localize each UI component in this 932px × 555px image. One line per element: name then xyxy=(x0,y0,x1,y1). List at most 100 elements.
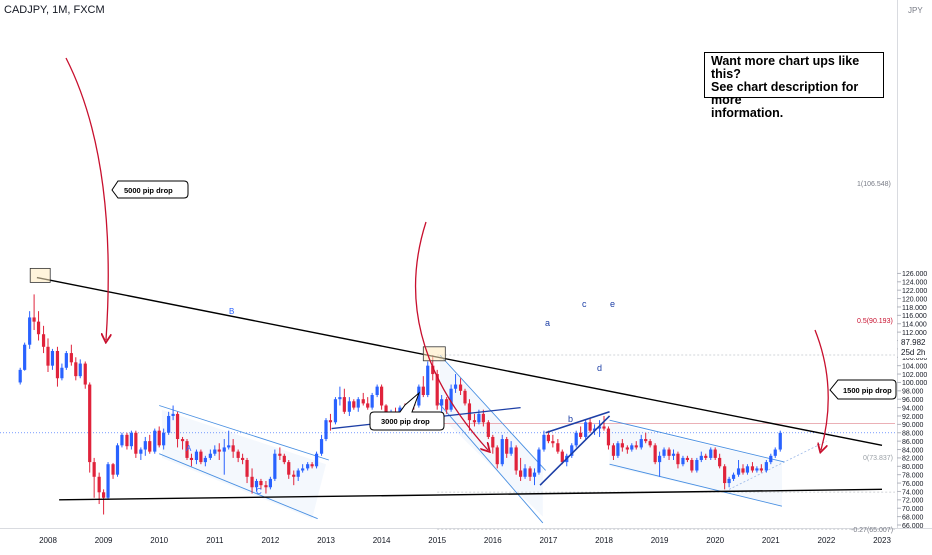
candle-body xyxy=(537,449,541,473)
arrow-3000-pip-drop[interactable] xyxy=(414,221,488,450)
arrow-5000-pip-drop[interactable] xyxy=(65,57,108,340)
support-trendline[interactable] xyxy=(59,488,883,501)
candle-body xyxy=(338,397,342,400)
candle-body xyxy=(69,353,73,363)
candle-body xyxy=(713,449,717,458)
y-tick-label: 122.000 xyxy=(902,288,927,295)
candle xyxy=(653,443,657,465)
candle xyxy=(449,384,453,412)
wave-label-b: b xyxy=(568,414,573,424)
candle-body xyxy=(250,476,254,488)
candle xyxy=(333,397,338,425)
channel-abc-lower[interactable] xyxy=(159,453,318,520)
candle-body xyxy=(514,447,518,471)
candle-body xyxy=(718,457,722,467)
fib-levels-layer xyxy=(0,354,897,530)
callout-5000-text: 5000 pip drop xyxy=(124,186,173,195)
candle xyxy=(319,434,324,456)
wedge-line-ace[interactable] xyxy=(545,411,610,434)
channel-2018-lower[interactable] xyxy=(609,463,783,507)
channel-descent-lower[interactable] xyxy=(436,401,544,524)
candle xyxy=(120,432,124,448)
candle xyxy=(759,464,763,473)
candle-body xyxy=(236,451,240,458)
y-tick-label: 124.000 xyxy=(902,280,927,287)
candle-body xyxy=(699,455,703,461)
x-tick-label: 2008 xyxy=(39,536,57,545)
candle-body xyxy=(542,434,546,450)
y-tick-label: 82.000 xyxy=(902,456,924,463)
peak-box-2014[interactable] xyxy=(422,346,446,362)
candle xyxy=(445,397,449,414)
y-tick-label: 104.000 xyxy=(902,363,927,370)
candle xyxy=(440,395,444,412)
candle xyxy=(115,443,120,477)
channel-abc-upper[interactable] xyxy=(159,405,329,461)
candle-body xyxy=(667,449,671,456)
candle xyxy=(560,449,564,465)
candle xyxy=(306,462,310,471)
candle-body xyxy=(366,403,370,408)
candle xyxy=(64,350,68,370)
candle xyxy=(421,376,425,398)
y-tick-label: 96.000 xyxy=(902,397,924,404)
candle-body xyxy=(574,432,578,446)
wave-label-B: B xyxy=(229,307,234,316)
candle-body xyxy=(227,445,231,448)
candle xyxy=(213,445,217,456)
candle-body xyxy=(167,415,171,433)
candle-body xyxy=(78,363,82,377)
candle-body xyxy=(431,365,435,375)
candle xyxy=(301,464,305,473)
channel-descent-upper[interactable] xyxy=(439,354,546,471)
candle-body xyxy=(648,441,652,446)
candle-body xyxy=(241,457,245,461)
candle-body xyxy=(639,439,643,448)
candle xyxy=(704,453,708,461)
candle xyxy=(208,449,212,461)
channel-2018-upper[interactable] xyxy=(609,419,785,463)
arrow-1500-pip-drop[interactable] xyxy=(814,329,829,450)
y-tick-label: 76.000 xyxy=(902,481,924,488)
x-tick-label: 2010 xyxy=(150,536,168,545)
descending-trendline[interactable] xyxy=(36,276,883,447)
candle-body xyxy=(750,466,755,471)
candle xyxy=(713,447,717,461)
fib-label-1: 1(106.548) xyxy=(857,181,891,188)
y-tick-label: 80.000 xyxy=(902,464,924,471)
candle xyxy=(426,361,430,398)
y-tick-label: 98.000 xyxy=(902,389,924,396)
peak-box-2007[interactable] xyxy=(29,267,51,283)
candle-body xyxy=(88,384,92,463)
candle-body xyxy=(519,470,523,477)
candle xyxy=(361,392,365,406)
candle-body xyxy=(579,432,583,437)
y-tick-label: 114.000 xyxy=(902,322,927,329)
candle xyxy=(32,294,36,331)
candle xyxy=(347,397,351,416)
last-price-tag: 87.982 25d 2h xyxy=(898,336,932,358)
candle xyxy=(745,464,750,475)
candle xyxy=(588,418,592,433)
candle-body xyxy=(440,399,444,406)
candle xyxy=(606,426,611,450)
candle xyxy=(699,451,703,463)
candle-body xyxy=(523,468,527,477)
candle xyxy=(718,453,722,469)
candle xyxy=(171,405,175,421)
candle xyxy=(278,447,282,461)
wedge-line-bd[interactable] xyxy=(539,415,611,486)
candle-body xyxy=(736,468,741,475)
candle xyxy=(83,361,87,389)
candle xyxy=(370,392,374,410)
candle-body xyxy=(115,445,120,475)
candle-body xyxy=(759,468,763,471)
time-axis[interactable]: 2008 2009 2010 2011 2012 2013 2014 2015 2016 2017… xyxy=(39,536,891,545)
candle xyxy=(106,462,110,500)
cta-line-2: See chart description for more xyxy=(711,80,859,107)
candle-body xyxy=(292,474,296,477)
candle xyxy=(662,447,666,458)
candle xyxy=(375,384,379,398)
